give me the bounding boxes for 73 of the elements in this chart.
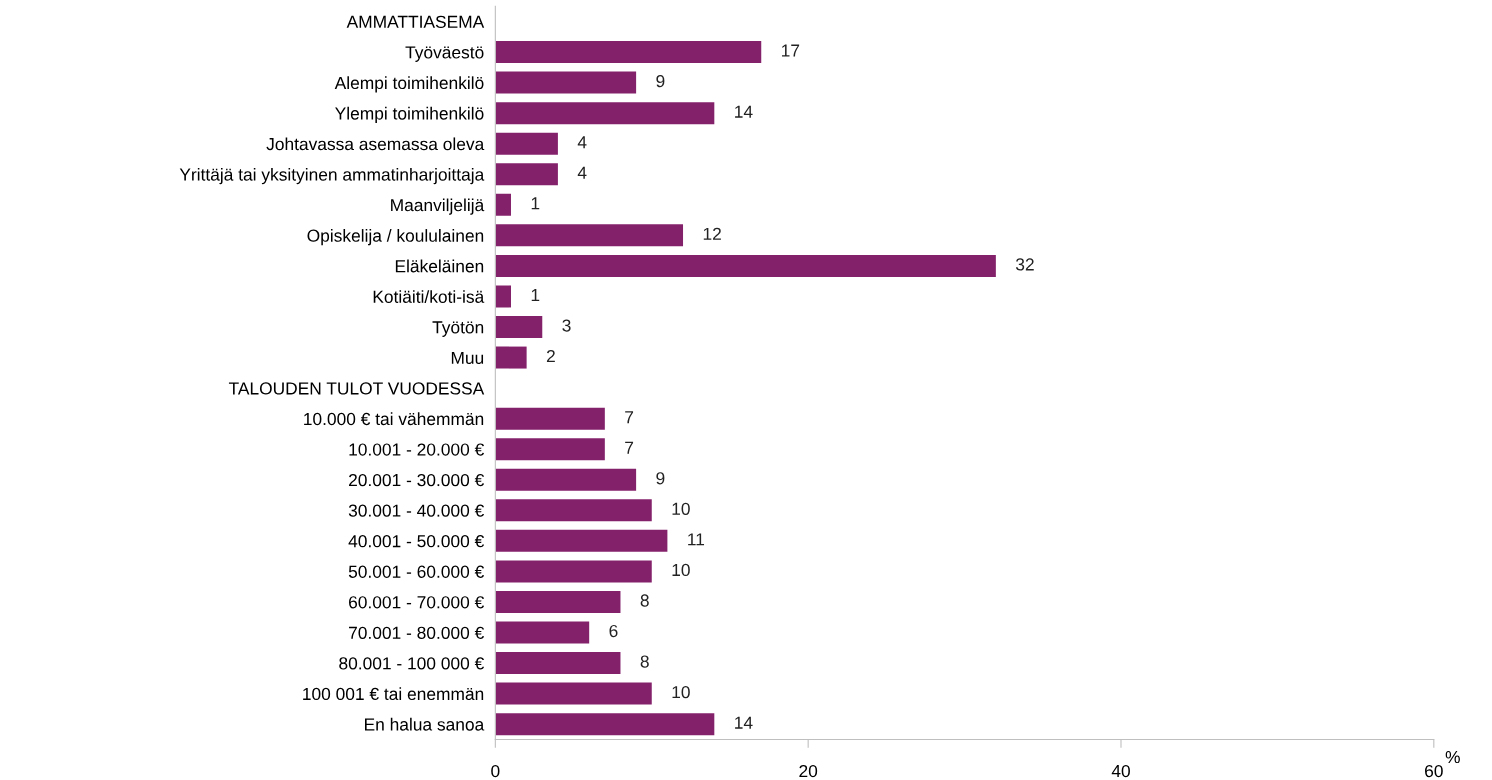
data-label: 4 [577,136,587,149]
data-label: 6 [609,624,618,638]
data-label: 10 [672,563,690,577]
bar [495,621,590,644]
bar [495,316,543,339]
y-tick-label: 50.001 - 60.000 € [348,565,484,578]
data-label: 32 [1015,258,1034,271]
data-label: 8 [640,594,649,607]
y-tick-label: Ylempi toimihenkilö [335,106,484,124]
y-tick-label: Alempi toimihenkilö [334,76,484,93]
data-label: 9 [656,472,665,485]
y-tick-label: Työtön [432,321,484,337]
bar [495,285,511,308]
data-label: 4 [577,166,587,179]
data-label: 14 [735,105,753,118]
bar [495,132,558,155]
y-tick-label: En halua sanoa [365,717,485,731]
x-tick-label: 60 [1425,764,1443,778]
data-label: 10 [672,502,690,515]
bar [495,193,511,216]
data-label: 10 [672,685,690,699]
bar [495,163,558,186]
bar [495,590,621,613]
y-tick-label: 10.000 € tai vähemmän [304,412,484,426]
bar [495,254,996,277]
y-tick-label: Eläkeläinen [395,259,484,273]
data-label: 2 [546,349,555,363]
bar [495,407,605,430]
bar [495,529,668,552]
y-tick-label: 100 001 € tai enemmän [303,687,484,701]
y-tick-label: Muu [451,351,484,365]
bar [495,71,637,94]
y-tick-label: 60.001 - 70.000 € [349,596,484,609]
x-tick-label: 0 [491,764,500,778]
data-label: 12 [703,227,721,240]
bar [495,682,652,705]
x-axis-title: % [1445,750,1460,764]
data-label: 11 [688,533,705,546]
bar [495,102,715,125]
data-label: 1 [531,289,540,301]
y-tick-label: Työväestö [405,46,484,62]
y-tick-label: 70.001 - 80.000 € [349,626,484,639]
x-tick-label: 40 [1111,764,1130,778]
y-tick-label: 30.001 - 40.000 € [348,504,484,517]
data-label: 7 [625,411,634,424]
y-tick-label: Maanviljelijä [391,198,485,215]
data-label: 3 [562,319,571,332]
bar [495,499,652,522]
bar [495,652,621,675]
y-tick-label: AMMATTIASEMA [346,15,485,28]
data-label: 9 [656,74,665,88]
x-tick-label: 20 [799,764,818,778]
y-tick-label: Johtavassa asemassa oleva [266,137,485,151]
y-tick-label: TALOUDEN TULOT VUODESSA [228,382,485,395]
bar [495,224,684,247]
data-label: 8 [640,655,649,668]
data-label: 14 [735,716,753,729]
y-tick-label: 40.001 - 50.000 € [348,535,484,548]
data-label: 17 [782,44,800,57]
bar [495,468,637,491]
data-label: 1 [531,197,540,210]
y-tick-label: Opiskelija / koululainen [307,229,484,246]
y-tick-label: 10.001 - 20.000 € [349,443,484,456]
bar [495,346,527,369]
bar [495,438,605,461]
bar [495,713,715,736]
y-tick-label: Kotiäiti/koti-isä [373,290,485,303]
y-tick-label: Yrittäjä tai yksityinen ammatinharjoittaja [179,167,485,185]
y-tick-label: 80.001 - 100 000 € [339,657,484,670]
bar [495,41,762,64]
data-label: 7 [625,441,634,454]
y-tick-label: 20.001 - 30.000 € [349,473,484,487]
bar [495,560,652,583]
